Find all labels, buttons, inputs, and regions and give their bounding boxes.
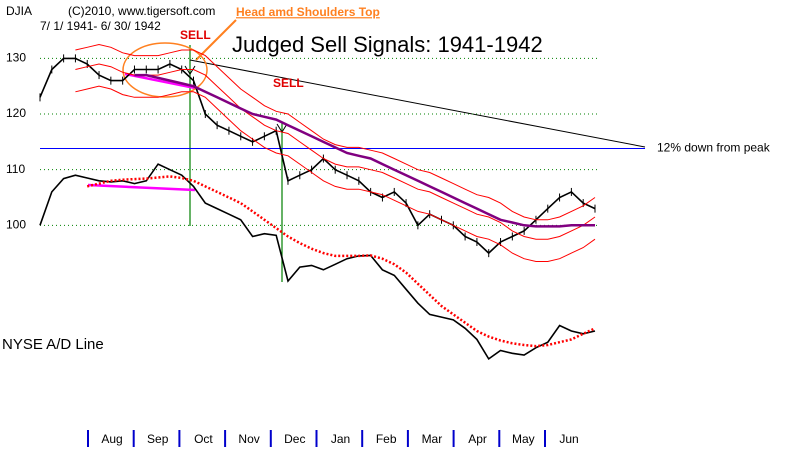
callout-arrow bbox=[195, 19, 237, 61]
x-tick-label: Jan bbox=[331, 432, 350, 446]
x-tick-label: Dec bbox=[284, 432, 305, 446]
y-tick-label: 100 bbox=[6, 217, 26, 231]
series-line bbox=[75, 63, 596, 240]
series-line bbox=[75, 85, 596, 262]
x-tick-label: Sep bbox=[147, 432, 169, 446]
y-tick-label: 110 bbox=[6, 162, 25, 176]
index-label: DJIA bbox=[6, 4, 32, 18]
x-tick-label: Feb bbox=[376, 432, 397, 446]
x-tick-label: May bbox=[512, 432, 535, 446]
sell-label: SELL bbox=[273, 76, 304, 90]
date-range: 7/ 1/ 1941- 6/ 30/ 1942 bbox=[40, 19, 161, 33]
y-tick-label: 130 bbox=[6, 51, 26, 65]
highlight-circle bbox=[122, 42, 208, 98]
pattern-label: Head amd Shoulders Top bbox=[236, 5, 380, 19]
x-tick-label: Apr bbox=[468, 432, 487, 446]
ad-neckline bbox=[87, 183, 196, 192]
x-tick-label: Oct bbox=[194, 432, 213, 446]
series-line bbox=[86, 175, 596, 348]
x-tick-label: Nov bbox=[238, 432, 259, 446]
x-tick-label: Mar bbox=[422, 432, 443, 446]
chart-title: Judged Sell Signals: 1941-1942 bbox=[232, 32, 543, 57]
sell-label: SELL bbox=[180, 28, 211, 42]
sell-arrow bbox=[184, 65, 196, 75]
series-line bbox=[134, 73, 595, 228]
x-tick-label: Aug bbox=[101, 432, 122, 446]
ad-label: NYSE A/D Line bbox=[2, 336, 104, 353]
series-line bbox=[39, 163, 596, 361]
copyright: (C)2010, www.tigersoft.com bbox=[68, 4, 215, 18]
series-line bbox=[75, 43, 596, 221]
series-line bbox=[39, 57, 596, 255]
x-tick-label: Jun bbox=[559, 432, 578, 446]
reference-label: 12% down from peak bbox=[657, 141, 771, 155]
trend-line bbox=[189, 59, 646, 148]
y-tick-label: 120 bbox=[6, 106, 26, 120]
